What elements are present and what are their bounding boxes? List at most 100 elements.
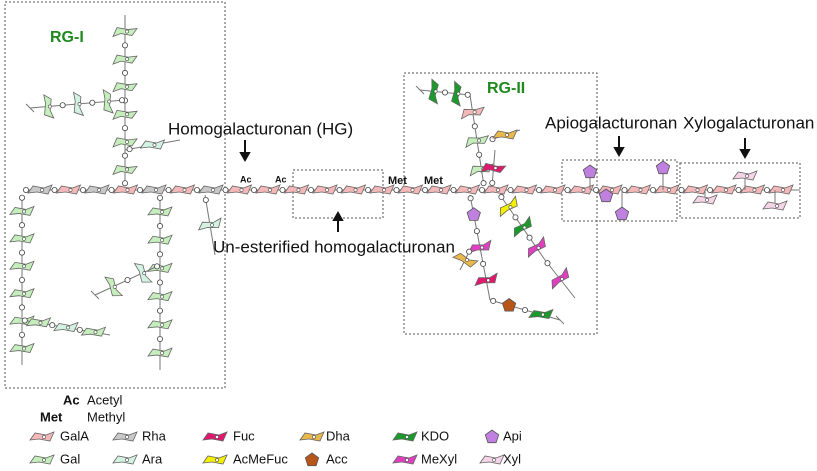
linkage (18, 304, 25, 311)
ring-oxygen (581, 188, 586, 192)
ring-oxygen (439, 188, 443, 192)
linkage (467, 195, 474, 202)
sugar (202, 431, 228, 442)
linkage (18, 222, 25, 229)
linkage (507, 186, 514, 193)
sugar (139, 139, 166, 150)
linkage (122, 42, 129, 49)
legend-label: Ara (142, 451, 163, 466)
sugar (9, 342, 35, 353)
sugar (255, 184, 281, 195)
ring-oxygen (107, 99, 112, 104)
linkage (18, 331, 25, 338)
sugar (465, 135, 490, 149)
legend-label: Dha (326, 428, 351, 443)
sugar (304, 452, 320, 467)
linkage (478, 186, 485, 193)
ring-oxygen (465, 258, 469, 262)
legend-label: Xyl (503, 451, 521, 466)
sugar (27, 184, 53, 195)
sugar (112, 54, 138, 65)
linkage (564, 186, 571, 193)
linkage (764, 186, 771, 193)
linkage (307, 186, 314, 193)
ring-oxygen (541, 312, 545, 317)
ring-oxygen (638, 188, 643, 192)
linkage (490, 297, 497, 304)
linkage (466, 248, 473, 255)
linkage (156, 307, 163, 314)
rg2-box (403, 72, 598, 335)
ring-oxygen (695, 188, 700, 192)
sugar (53, 321, 79, 332)
linkage (18, 249, 25, 256)
xylo-box (679, 162, 801, 219)
linkage (544, 260, 551, 267)
abbr-name: Acetyl (87, 392, 123, 407)
linkage (498, 194, 505, 201)
linkage (336, 186, 343, 193)
sugar (340, 184, 367, 195)
linkage (522, 306, 529, 313)
linkage (126, 146, 133, 153)
substituent: Met (388, 175, 407, 187)
linkage (536, 186, 543, 193)
legend-label: Fuc (233, 428, 255, 443)
region-label: RG-II (487, 80, 525, 97)
sugar (540, 184, 566, 195)
sugar (9, 205, 35, 216)
sugar (484, 429, 500, 444)
sugar (112, 184, 139, 195)
sugar (483, 184, 509, 195)
sugar (480, 162, 507, 174)
linkage (621, 186, 628, 193)
linkage (122, 152, 129, 159)
sugar (527, 235, 546, 258)
sugar (499, 195, 518, 218)
annotation: Apiogalacturonan (545, 113, 677, 132)
sugar (625, 184, 652, 195)
ring-oxygen (125, 188, 130, 192)
linkage (512, 214, 519, 221)
ring-oxygen (42, 435, 46, 439)
ring-oxygen (508, 205, 513, 210)
sugar (466, 207, 481, 221)
linkage (464, 91, 471, 98)
ring-oxygen (752, 188, 757, 192)
linkage (202, 196, 209, 203)
linkage (136, 186, 143, 193)
linkage (122, 69, 129, 76)
sugar (468, 239, 492, 254)
legend-label: GalA (60, 428, 89, 443)
linkage (80, 186, 87, 193)
ring-oxygen (77, 102, 82, 106)
sugar (460, 106, 485, 120)
chain-end (90, 290, 100, 300)
sugar (768, 184, 794, 195)
legend-label: Api (503, 428, 522, 443)
ring-oxygen (42, 458, 46, 462)
rg1-box (4, 1, 226, 389)
sugar (598, 188, 614, 203)
ring-oxygen (456, 91, 461, 96)
legend-label: KDO (421, 428, 449, 443)
ring-oxygen (210, 223, 214, 227)
sugar (739, 184, 766, 195)
sugar (112, 82, 138, 93)
linkage (18, 276, 25, 283)
abbr: Met (40, 409, 63, 424)
sugar (112, 165, 138, 176)
legend-label: Acc (326, 451, 348, 466)
ring-oxygen (125, 29, 129, 34)
linkage (476, 151, 483, 158)
ring-oxygen (560, 277, 564, 281)
linkage (489, 179, 496, 186)
ring-oxygen (553, 188, 557, 192)
linkage (473, 228, 480, 235)
linkage (108, 186, 115, 193)
ring-oxygen (112, 284, 117, 289)
sugar (474, 272, 498, 287)
sugar (202, 454, 228, 465)
sugar (511, 184, 538, 195)
region-label: RG-I (50, 29, 84, 46)
